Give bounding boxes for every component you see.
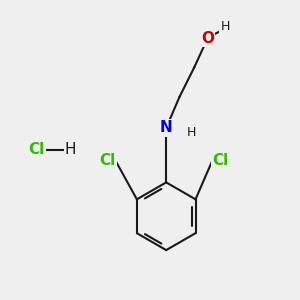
Text: Cl: Cl bbox=[99, 153, 116, 168]
Text: Cl: Cl bbox=[212, 153, 229, 168]
Text: O: O bbox=[201, 31, 214, 46]
Text: Cl: Cl bbox=[28, 142, 45, 158]
Text: H: H bbox=[65, 142, 76, 158]
Text: H: H bbox=[220, 20, 230, 33]
Text: H: H bbox=[187, 126, 196, 139]
Text: N: N bbox=[160, 120, 172, 135]
